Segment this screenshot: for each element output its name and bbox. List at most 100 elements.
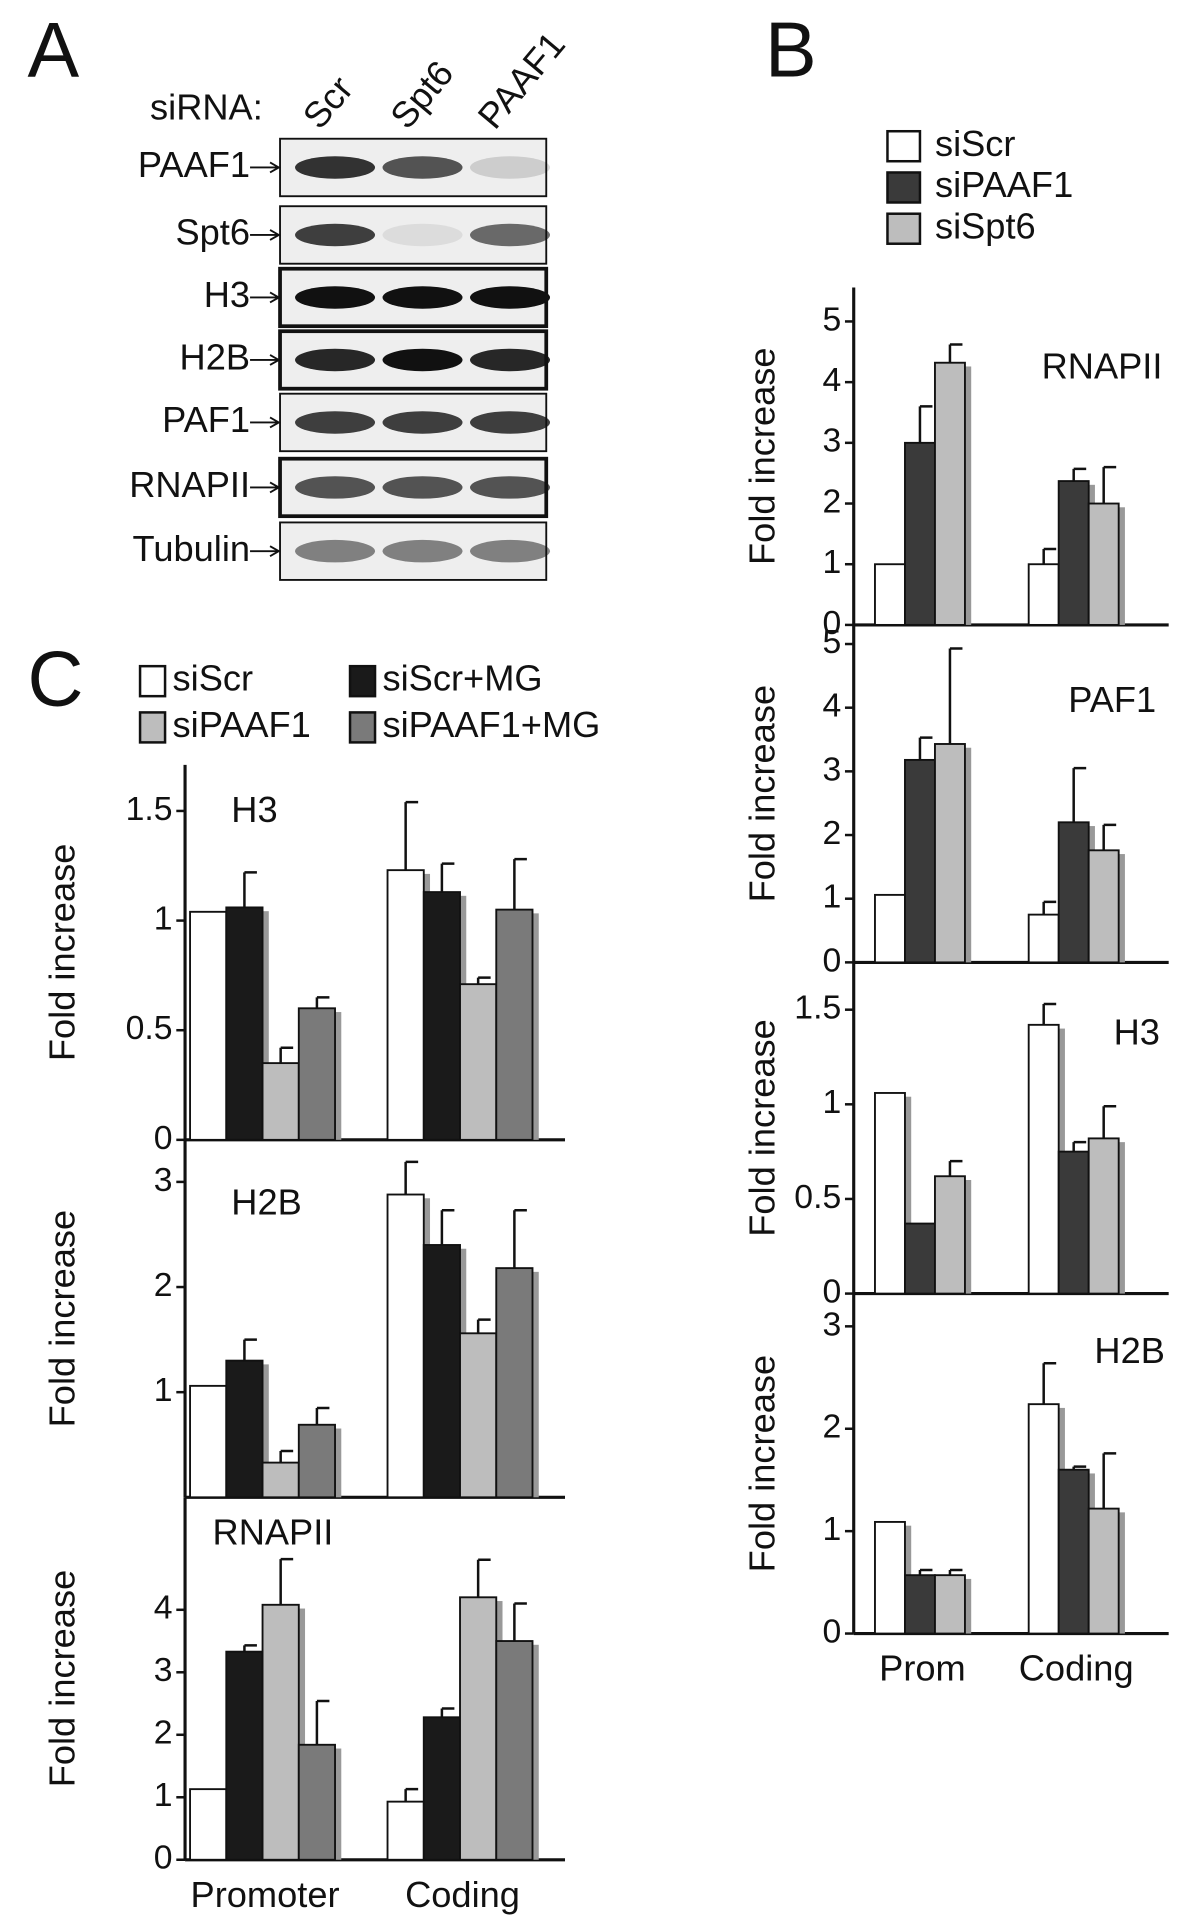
bar [297, 1007, 336, 1141]
blot-band [470, 348, 551, 372]
y-tick-label: 0 [154, 1119, 173, 1157]
bar [422, 891, 461, 1141]
error-bar [404, 800, 419, 871]
row-arrowhead [269, 416, 281, 429]
error-bar [315, 1699, 330, 1745]
y-axis-label: Fold increase [742, 1019, 783, 1237]
error-bar [476, 976, 491, 985]
legend-label: siPAAF1 [935, 164, 1073, 205]
error-bar [1042, 1002, 1057, 1025]
legend-swatch [348, 664, 377, 698]
row-label: H2B [180, 337, 251, 378]
bar [874, 563, 906, 626]
bar [904, 1574, 936, 1635]
bar [904, 758, 936, 964]
error-bar [476, 1318, 491, 1334]
bar [386, 1800, 425, 1861]
legend-swatch [138, 664, 167, 698]
error-bar [948, 1159, 963, 1177]
error-bar [1102, 1452, 1117, 1509]
legend-swatch [886, 212, 922, 245]
bar [386, 1193, 425, 1499]
error-bar [440, 1707, 455, 1718]
y-tick-label: 1 [822, 1510, 841, 1548]
y-tick-label: 5 [822, 300, 841, 338]
error-bar [513, 1209, 527, 1269]
subplot-title: H2B [1094, 1330, 1165, 1371]
blot-band [295, 476, 376, 499]
row-label: H3 [204, 274, 250, 315]
error-bar [315, 1406, 330, 1425]
y-axis-label: Fold increase [42, 1210, 83, 1428]
bar [189, 1788, 228, 1861]
row-arrowhead [269, 545, 281, 557]
y-tick-label: 1.5 [126, 790, 173, 828]
bar [1027, 1403, 1060, 1635]
bar [225, 1359, 264, 1499]
y-tick-label: 1 [154, 899, 173, 937]
error-bar [279, 1046, 294, 1064]
blot-band [470, 539, 551, 563]
bar [189, 1384, 228, 1499]
y-tick-label: 5 [822, 623, 841, 661]
bar [874, 1520, 906, 1635]
bar [422, 1716, 461, 1861]
error-bar [948, 647, 963, 744]
subplot-title: H3 [231, 789, 277, 830]
error-bar [1042, 900, 1057, 915]
blot-band [295, 539, 376, 563]
y-tick-label: 0 [822, 1612, 841, 1650]
bar [261, 1062, 300, 1141]
bar [495, 1267, 534, 1499]
y-axis-label: Fold increase [42, 1570, 83, 1788]
y-tick-label: 2 [822, 814, 841, 852]
bar [934, 361, 966, 626]
bar [1087, 849, 1120, 964]
y-axis-label: Fold increase [742, 347, 783, 565]
error-bar [1072, 766, 1087, 823]
blot-band [382, 476, 463, 499]
y-axis-label: Fold increase [742, 1355, 783, 1573]
bar [1027, 913, 1060, 964]
subplot-title: H3 [1114, 1011, 1160, 1052]
y-tick-label: 4 [154, 1589, 173, 1627]
error-bar [1102, 1104, 1117, 1139]
y-tick-label: 3 [154, 1651, 173, 1689]
y-tick-label: 3 [154, 1161, 173, 1199]
y-axis-label: Fold increase [42, 844, 83, 1062]
lane-label: Scr [295, 68, 361, 136]
bar [904, 1222, 936, 1295]
bar [934, 1574, 966, 1635]
bar [1057, 821, 1090, 964]
legend-swatch [138, 711, 167, 744]
blot-band [382, 348, 463, 372]
row-label: RNAPII [129, 464, 250, 505]
blot-band [470, 476, 551, 499]
legend-label: siSpt6 [935, 205, 1036, 246]
row-label: PAF1 [162, 399, 250, 440]
bar [1057, 1468, 1090, 1635]
error-bar [948, 343, 963, 363]
row-label: PAAF1 [138, 144, 250, 185]
legend-swatch [886, 129, 922, 163]
x-tick-label: Coding [405, 1874, 520, 1915]
lane-title: siRNA: [150, 87, 263, 128]
bar [297, 1423, 336, 1499]
legend-label: siPAAF1 [173, 704, 311, 745]
bar [874, 893, 906, 964]
error-bar [404, 1160, 419, 1195]
subplot-title: RNAPII [213, 1511, 334, 1552]
y-tick-label: 1 [822, 1083, 841, 1121]
y-tick-label: 3 [822, 1305, 841, 1343]
y-tick-label: 2 [154, 1266, 173, 1304]
error-bar [404, 1787, 419, 1802]
blot-band [295, 286, 376, 309]
row-label: Tubulin [133, 528, 250, 569]
bar [934, 1175, 966, 1295]
error-bar [440, 1209, 455, 1245]
error-bar [918, 736, 933, 760]
x-tick-label: Promoter [191, 1874, 340, 1915]
x-tick-label: Coding [1019, 1648, 1134, 1689]
bar [1027, 563, 1060, 626]
bar [1057, 1150, 1090, 1295]
